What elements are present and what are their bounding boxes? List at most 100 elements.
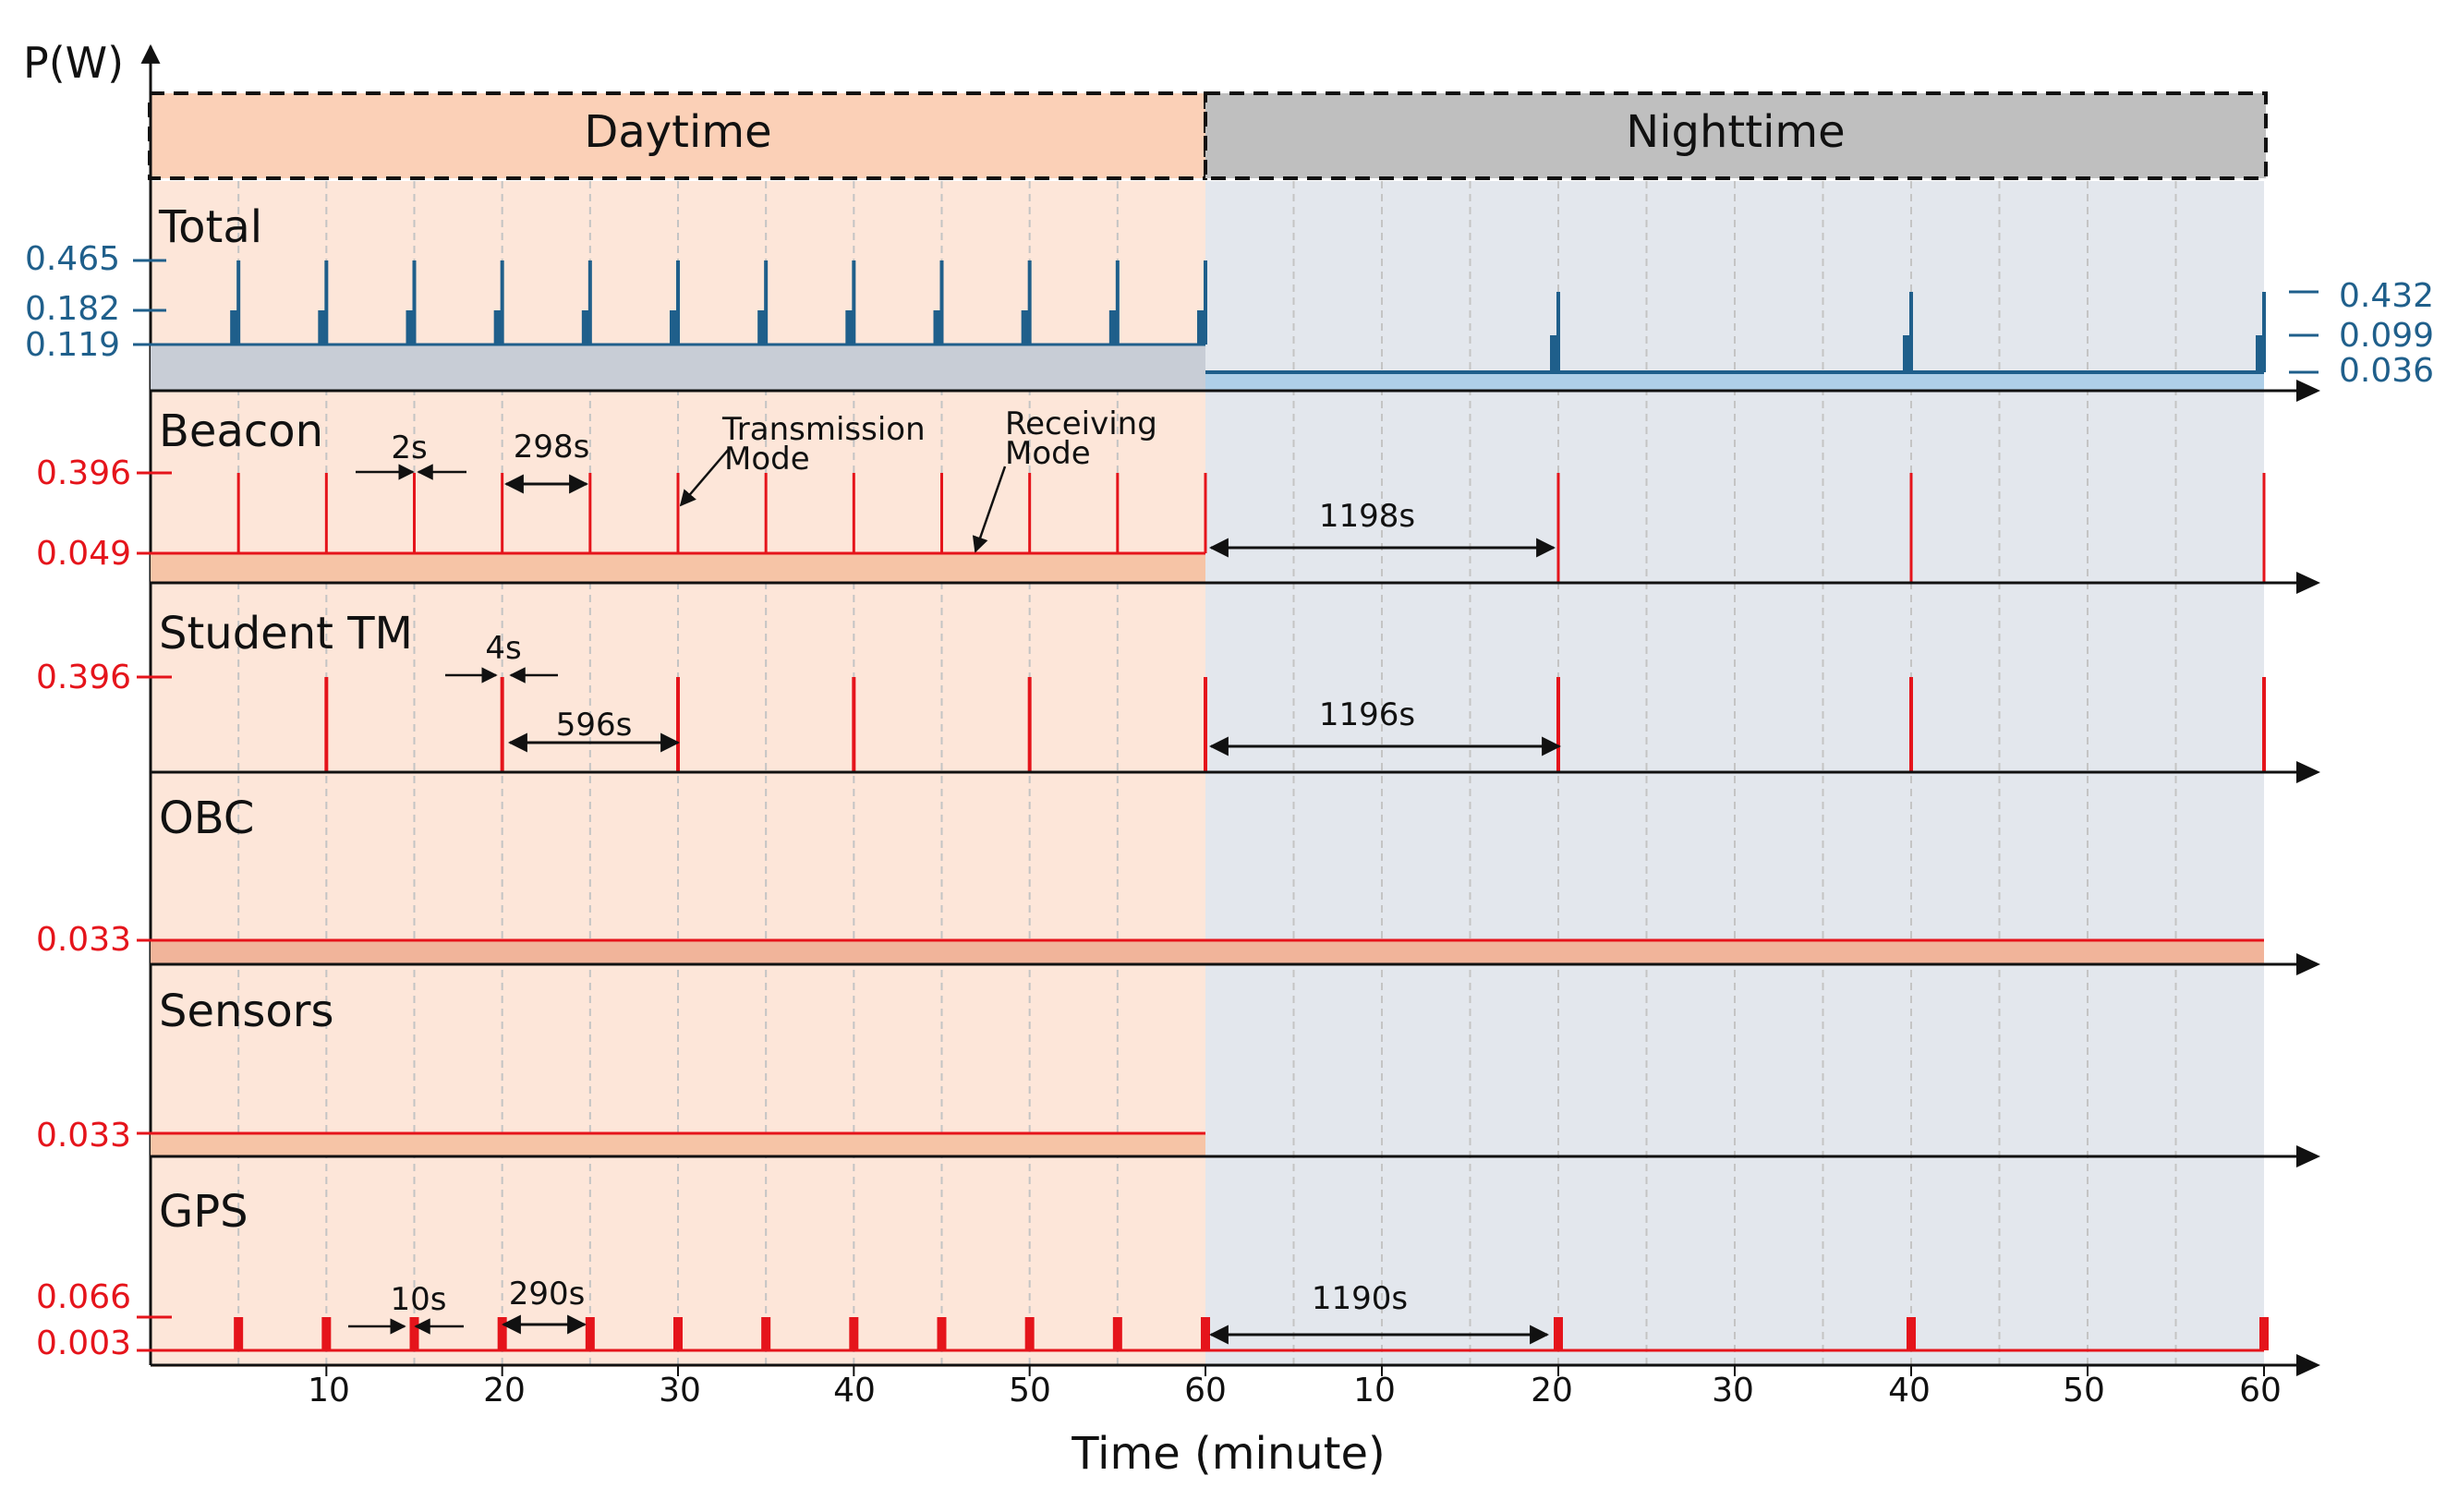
ytick-total-night-0099: 0.099 [2339, 317, 2434, 355]
xtick-day-60: 60 [1184, 1372, 1227, 1409]
xtick-night-60: 60 [2239, 1372, 2282, 1409]
total-day-step-10 [318, 310, 327, 345]
ytick-gps-0003: 0.003 [36, 1325, 131, 1362]
time-axis-arrow-0 [2296, 380, 2320, 402]
total-day-pulse-30 [676, 260, 680, 345]
ytick-total-0465: 0.465 [25, 240, 120, 278]
total-night-pulse-40 [1909, 292, 1913, 372]
ytick-gps-0066: 0.066 [36, 1278, 131, 1316]
beacon-day-fill [151, 553, 1205, 583]
xtick-night-50: 50 [2063, 1372, 2105, 1409]
obc-fill [151, 940, 2264, 964]
ytick-sensors-0033: 0.033 [36, 1117, 131, 1155]
beacon-receiving-line2: Mode [1005, 435, 1091, 472]
ytick-total-night-0432: 0.432 [2339, 277, 2434, 315]
total-day-pulse-25 [587, 260, 592, 345]
gps-day-pulse-45 [937, 1317, 947, 1350]
beacon-day-interval: 298s [514, 429, 590, 466]
studenttm-night-interval: 1196s [1319, 696, 1415, 733]
beacon-pulse-width: 2s [391, 429, 427, 466]
gps-day-pulse-15 [409, 1317, 419, 1350]
total-day-step-45 [933, 310, 942, 345]
xtick-night-20: 20 [1531, 1372, 1573, 1409]
ytick-total-0119: 0.119 [25, 326, 120, 364]
total-day-step-15 [406, 310, 415, 345]
sensors-day-fill [151, 1133, 1205, 1156]
beacon-receiving-line1: Receiving [1005, 405, 1157, 442]
gps-day-pulse-25 [585, 1317, 595, 1350]
gps-day-pulse-10 [321, 1317, 332, 1350]
panel-title-total: Total [158, 201, 262, 253]
gps-day-pulse-5 [234, 1317, 244, 1350]
daytime-header [148, 91, 1207, 180]
gps-annotations: 10s 290s 1190s [348, 1276, 1550, 1345]
gps-day-pulse-35 [761, 1317, 771, 1350]
time-axis-arrow-2 [2296, 761, 2320, 783]
time-axis-arrow-3 [2296, 953, 2320, 975]
total-day-step-25 [581, 310, 590, 345]
gps-night-pulse-60 [2259, 1317, 2269, 1350]
total-day-step-55 [1108, 310, 1118, 345]
xtick-day-40: 40 [833, 1372, 876, 1409]
y-tick-marks [133, 259, 2319, 1352]
total-night-step-60 [2256, 335, 2264, 372]
y-axis-label: P(W) [23, 38, 124, 88]
ytick-beacon-0049: 0.049 [36, 535, 131, 573]
total-day-pulse-10 [324, 260, 329, 345]
xtick-day-20: 20 [483, 1372, 526, 1409]
total-day-pulse-20 [500, 260, 504, 345]
xtick-day-30: 30 [659, 1372, 701, 1409]
daytime-label: Daytime [584, 106, 771, 158]
gps-pulse-width: 10s [391, 1281, 447, 1318]
total-night-pulse-60 [2262, 292, 2266, 372]
total-night-step-40 [1903, 335, 1911, 372]
series-layer [151, 260, 2269, 1352]
studenttm-day-interval: 596s [556, 707, 633, 744]
beacon-transmission-pointer [679, 447, 731, 507]
total-day-pulse-45 [939, 260, 944, 345]
total-day-pulse-35 [764, 260, 769, 345]
gps-night-interval: 1190s [1312, 1280, 1408, 1317]
ytick-studenttm-0396: 0.396 [36, 659, 131, 696]
time-axes [151, 380, 2320, 1376]
beacon-night-interval: 1198s [1319, 498, 1415, 535]
nighttime-label: Nighttime [1626, 106, 1845, 158]
ytick-total-0182: 0.182 [25, 290, 120, 328]
total-day-fill [151, 345, 1205, 391]
total-day-step-20 [493, 310, 502, 345]
ytick-total-night-0036: 0.036 [2339, 352, 2434, 390]
gps-day-pulse-60 [1201, 1317, 1210, 1350]
nighttime-header [1204, 91, 2268, 180]
xtick-night-30: 30 [1712, 1372, 1754, 1409]
xtick-night-40: 40 [1888, 1372, 1931, 1409]
time-axis-arrow-1 [2296, 572, 2320, 594]
beacon-receiving-pointer [972, 466, 1007, 553]
time-axis-arrow-5 [2296, 1354, 2320, 1376]
total-day-step-30 [670, 310, 678, 345]
studenttm-annotations: 4s 596s 1196s [445, 630, 1562, 756]
beacon-transmission-line1: Transmission [721, 411, 926, 448]
total-day-pulse-60 [1204, 260, 1207, 345]
total-day-pulse-5 [236, 260, 241, 345]
total-night-pulse-20 [1556, 292, 1560, 372]
gps-night-pulse-40 [1907, 1317, 1916, 1350]
beacon-transmission-line2: Mode [724, 441, 810, 478]
total-day-step-40 [845, 310, 854, 345]
total-day-pulse-55 [1115, 260, 1120, 345]
xtick-day-50: 50 [1009, 1372, 1051, 1409]
panel-title-gps: GPS [159, 1186, 248, 1238]
gps-day-pulse-50 [1024, 1317, 1035, 1350]
xtick-night-10: 10 [1353, 1372, 1396, 1409]
total-day-step-35 [757, 310, 767, 345]
ytick-obc-0033: 0.033 [36, 921, 131, 959]
panel-title-student-tm: Student TM [159, 608, 413, 659]
total-day-step-50 [1021, 310, 1030, 345]
total-day-step-5 [230, 310, 239, 345]
total-day-pulse-40 [852, 260, 856, 345]
nighttime-region [1205, 181, 2264, 1367]
x-axis-title: Time (minute) [1071, 1428, 1385, 1480]
time-axis-arrow-4 [2296, 1145, 2320, 1167]
x-axis-ticks: 10 20 30 40 50 60 10 20 30 40 50 60 [308, 1372, 2282, 1409]
total-day-pulse-15 [412, 260, 417, 345]
